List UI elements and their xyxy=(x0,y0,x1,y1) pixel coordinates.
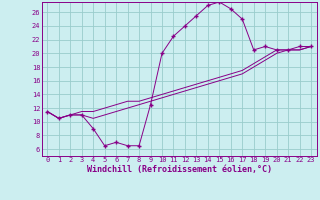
X-axis label: Windchill (Refroidissement éolien,°C): Windchill (Refroidissement éolien,°C) xyxy=(87,165,272,174)
